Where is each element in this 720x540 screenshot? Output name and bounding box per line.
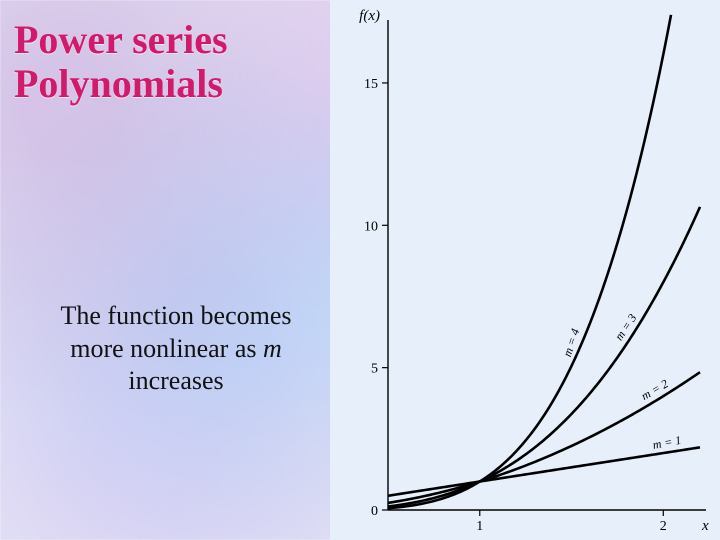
slide-title: Power series Polynomials <box>14 18 228 106</box>
y-axis-title: f(x) <box>359 8 380 24</box>
x-axis-label: x <box>701 518 709 534</box>
slide-root: 0 5 10 15 f(x) 1 2 x m = 1 m = 2 m = 3 m = 4 Power … <box>0 0 720 540</box>
title-line-2: Polynomials <box>14 61 223 106</box>
series-label-m=3: m = 3 <box>612 311 640 343</box>
series-label-m=4: m = 4 <box>560 327 582 359</box>
caption-suffix: increases <box>128 366 223 395</box>
svg-text:m = 2: m = 2 <box>639 376 671 403</box>
caption-variable: m <box>263 334 282 363</box>
y-tick-label: 5 <box>371 362 378 377</box>
y-tick-label: 15 <box>364 77 378 92</box>
y-tick-label: 10 <box>364 219 378 234</box>
chart-panel: 0 5 10 15 f(x) 1 2 x m = 1 m = 2 m = 3 m = 4 <box>330 0 720 540</box>
series-label-m=2: m = 2 <box>639 376 671 403</box>
caption-prefix: The function becomes more nonlinear as <box>60 301 291 363</box>
x-tick-label: 1 <box>476 519 483 534</box>
svg-text:m = 4: m = 4 <box>560 327 582 359</box>
svg-text:m = 3: m = 3 <box>612 311 640 343</box>
series-curve-m=3 <box>388 207 700 507</box>
x-tick-label: 2 <box>660 519 667 534</box>
power-curves-chart: 0 5 10 15 f(x) 1 2 x m = 1 m = 2 m = 3 m = 4 <box>330 0 720 540</box>
series-label-m=1: m = 1 <box>651 433 682 452</box>
series-curve-m=4 <box>388 15 671 508</box>
y-tick-label: 0 <box>371 504 378 519</box>
series-curve-m=1 <box>388 447 700 495</box>
slide-caption: The function becomes more nonlinear as m… <box>36 300 316 398</box>
title-line-1: Power series <box>14 17 228 62</box>
svg-text:m = 1: m = 1 <box>651 433 682 452</box>
